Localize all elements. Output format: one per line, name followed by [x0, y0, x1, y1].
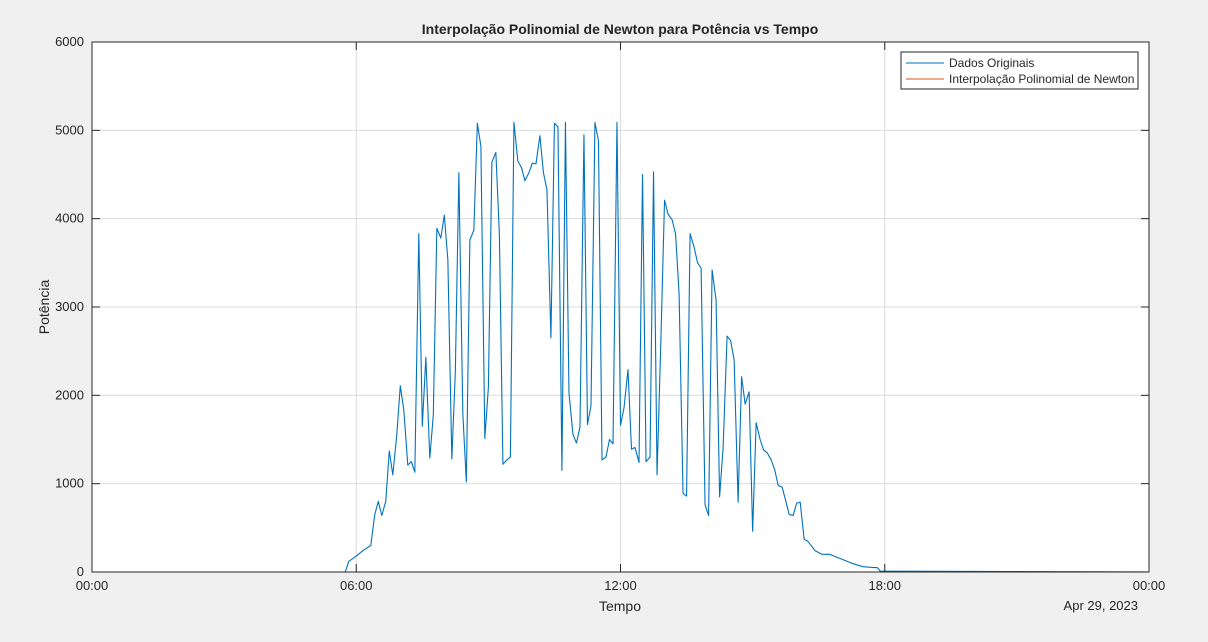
date-label: Apr 29, 2023	[1064, 598, 1138, 613]
y-tick-label: 1000	[55, 476, 84, 491]
axis-ticks: 00:00 06:00 12:00 18:00 00:00010002000300040…	[55, 34, 1165, 593]
y-tick-label: 2000	[55, 387, 84, 402]
x-tick-label: 00:00	[76, 578, 109, 593]
grid-lines	[92, 42, 1149, 572]
y-tick-label: 3000	[55, 299, 84, 314]
x-tick-label: 18:00	[868, 578, 901, 593]
legend-label-interpolacao: Interpolação Polinomial de Newton	[949, 72, 1134, 86]
y-tick-label: 5000	[55, 122, 84, 137]
x-tick-label: 06:00	[340, 578, 373, 593]
series-line-0	[92, 121, 1150, 573]
legend-box	[900, 51, 1139, 90]
x-tick-label: 12:00	[604, 578, 637, 593]
legend-label-dados-originais: Dados Originais	[949, 56, 1034, 70]
x-axis-label: Tempo	[599, 598, 641, 614]
y-tick-label: 0	[77, 564, 84, 579]
legend[interactable]: Dados Originais Interpolação Polinomial …	[900, 51, 1139, 90]
series-layer	[92, 121, 1150, 573]
y-axis-label: Potência	[36, 280, 52, 335]
y-tick-label: 4000	[55, 211, 84, 226]
x-tick-label: 00:00	[1133, 578, 1166, 593]
y-tick-label: 6000	[55, 34, 84, 49]
chart-title: Interpolação Polinomial de Newton para P…	[422, 21, 819, 37]
